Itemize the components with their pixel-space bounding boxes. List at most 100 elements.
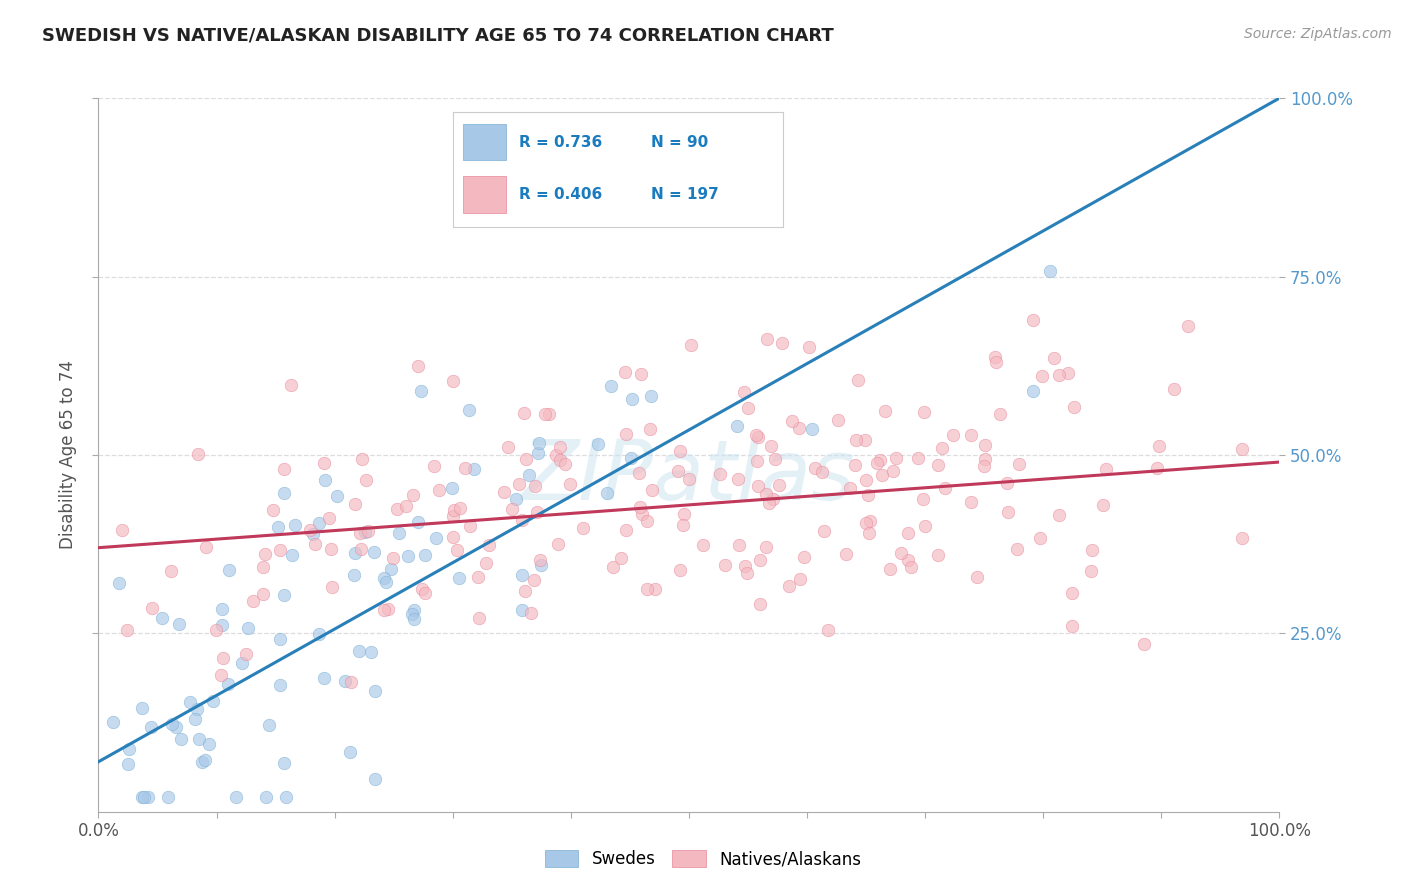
Point [636, 582, 658, 596]
Point [340, 674, 363, 689]
Point [756, 332, 779, 346]
Point [547, 536, 569, 550]
Point [747, 454, 769, 468]
Point [1031, 369, 1053, 384]
Point [1029, 532, 1052, 546]
Point [628, 500, 651, 514]
Point [458, 519, 481, 533]
Point [183, 712, 205, 726]
Point [572, 521, 595, 535]
Point [984, 350, 1007, 364]
Point [395, 499, 418, 513]
Point [548, 453, 571, 467]
Point [408, 359, 430, 373]
Point [512, 603, 534, 617]
Point [308, 516, 330, 531]
Point [1039, 263, 1062, 277]
Point [117, 757, 139, 772]
Point [339, 745, 361, 759]
Point [762, 492, 785, 507]
Point [1060, 619, 1083, 633]
Point [427, 483, 450, 497]
Point [610, 550, 633, 565]
Point [844, 458, 866, 472]
Point [735, 566, 758, 580]
Point [1133, 637, 1156, 651]
Point [150, 611, 173, 625]
Point [343, 546, 366, 560]
Point [321, 580, 343, 594]
Point [449, 501, 471, 516]
Point [139, 720, 162, 734]
Point [761, 439, 783, 453]
Point [273, 588, 295, 602]
Point [526, 445, 548, 459]
Point [165, 720, 187, 734]
Point [966, 570, 988, 584]
Point [529, 436, 551, 450]
Point [1007, 457, 1029, 471]
Point [354, 473, 377, 487]
Point [941, 427, 963, 442]
Point [620, 450, 643, 465]
Point [800, 422, 823, 436]
Point [846, 373, 869, 387]
Point [727, 419, 749, 434]
Point [858, 525, 880, 540]
Point [501, 502, 523, 516]
Point [449, 571, 471, 585]
Point [350, 452, 373, 467]
Point [131, 790, 153, 805]
Point [441, 530, 464, 544]
Point [385, 501, 408, 516]
Point [858, 488, 880, 502]
Point [269, 632, 291, 646]
Point [602, 560, 624, 574]
Point [838, 481, 860, 495]
Point [1063, 400, 1085, 414]
Point [834, 547, 856, 561]
Point [1005, 542, 1028, 557]
Point [1080, 543, 1102, 558]
Point [960, 428, 983, 442]
Point [890, 546, 912, 560]
Point [118, 742, 141, 756]
Point [614, 427, 637, 442]
Point [131, 701, 153, 715]
Point [505, 491, 527, 506]
Point [269, 543, 291, 558]
Point [638, 422, 661, 436]
Point [375, 575, 398, 590]
Point [900, 560, 922, 574]
Point [204, 624, 226, 638]
Point [314, 671, 336, 685]
Point [548, 441, 571, 455]
Point [321, 542, 343, 557]
Point [914, 518, 936, 533]
Point [1232, 532, 1254, 546]
Point [349, 526, 371, 541]
Point [281, 548, 304, 562]
Point [441, 508, 464, 523]
Point [377, 601, 399, 615]
Text: SWEDISH VS NATIVE/ALASKAN DISABILITY AGE 65 TO 74 CORRELATION CHART: SWEDISH VS NATIVE/ALASKAN DISABILITY AGE… [42, 27, 834, 45]
Point [997, 505, 1019, 519]
Point [995, 476, 1018, 491]
Point [523, 574, 546, 588]
Point [678, 472, 700, 486]
Point [463, 461, 485, 475]
Point [231, 657, 253, 671]
Point [817, 623, 839, 637]
Point [211, 602, 233, 616]
Point [973, 452, 995, 467]
Point [984, 355, 1007, 369]
Point [513, 584, 536, 599]
Point [103, 714, 125, 729]
Point [534, 407, 557, 421]
Point [425, 531, 447, 545]
Point [727, 538, 749, 552]
Point [537, 408, 560, 422]
Point [748, 553, 770, 567]
Point [217, 676, 239, 690]
Point [373, 602, 395, 616]
